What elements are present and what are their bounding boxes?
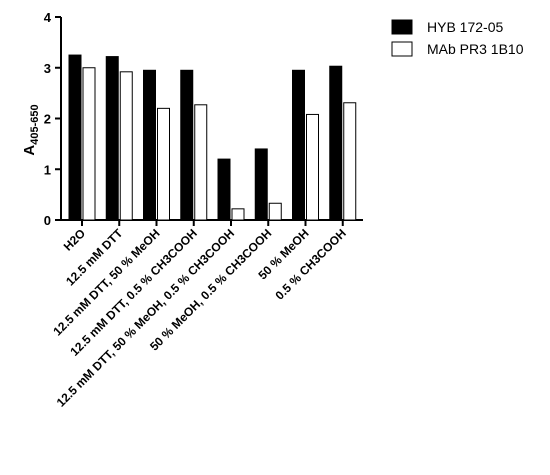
x-category-label: H2O (61, 226, 88, 253)
bar-hyb-5 (254, 148, 268, 221)
x-category-label: 12.5 mM DTT, 50 % MeOH, 0.5 % CH3COOH (54, 226, 237, 409)
y-axis-title-main: A (21, 145, 38, 156)
y-tick-label: 4 (44, 10, 52, 25)
bar-mab-3 (194, 104, 208, 221)
bar-hyb-2 (143, 69, 156, 221)
y-tick-label: 1 (44, 162, 51, 177)
legend-swatch (391, 19, 413, 35)
bar-hyb-4 (217, 158, 231, 221)
y-tick-label: 0 (44, 213, 51, 228)
bar-mab-1 (119, 71, 133, 221)
bar-hyb-1 (105, 56, 119, 221)
y-tick-label: 3 (44, 61, 51, 76)
bar-hyb-0 (68, 54, 82, 221)
y-axis-title-subscript: 405-650 (29, 104, 41, 144)
legend-label: MAb PR3 1B10 (427, 41, 524, 57)
bar-mab-6 (306, 113, 319, 221)
bar-hyb-3 (180, 69, 194, 221)
bar-mab-4 (231, 208, 245, 221)
bar-mab-0 (82, 67, 96, 221)
bar-hyb-6 (292, 69, 305, 221)
bar-hyb-7 (329, 65, 343, 221)
y-axis-title: A405-650 (21, 104, 41, 155)
legend-swatch (391, 41, 413, 57)
legend-label: HYB 172-05 (427, 19, 503, 35)
y-tick-label: 2 (44, 112, 51, 127)
bar-mab-5 (268, 202, 282, 221)
x-category-label: 0.5 % CH3COOH (272, 226, 348, 302)
legend: HYB 172-05 MAb PR3 1B10 (391, 19, 524, 57)
bars (68, 54, 357, 221)
bar-mab-7 (343, 102, 357, 221)
bar-mab-2 (157, 107, 170, 221)
